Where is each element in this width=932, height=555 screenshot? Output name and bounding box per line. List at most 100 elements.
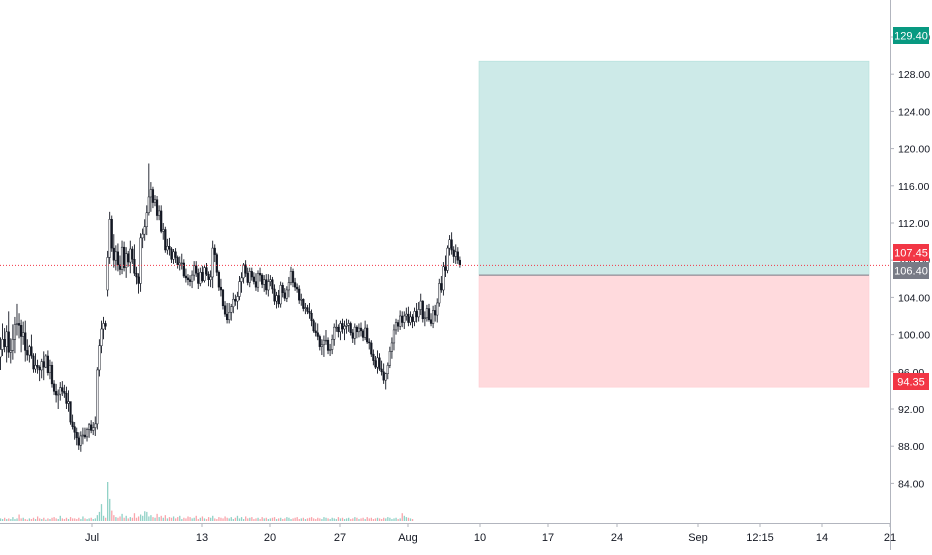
candle[interactable] <box>458 256 461 268</box>
candle[interactable] <box>184 268 188 283</box>
candle[interactable] <box>353 323 356 345</box>
candle[interactable] <box>425 304 429 322</box>
candle[interactable] <box>205 262 208 277</box>
candle[interactable] <box>123 241 126 272</box>
candle[interactable] <box>380 360 383 376</box>
candle[interactable] <box>263 275 266 292</box>
candle[interactable] <box>329 343 332 356</box>
candle[interactable] <box>221 289 225 310</box>
candle[interactable] <box>450 232 453 255</box>
candle[interactable] <box>193 261 196 281</box>
candle[interactable] <box>118 255 122 276</box>
candle[interactable] <box>48 359 52 380</box>
candle[interactable] <box>228 302 231 324</box>
candle[interactable] <box>454 244 457 264</box>
candle[interactable] <box>277 289 280 308</box>
candle[interactable] <box>312 318 315 333</box>
candle[interactable] <box>335 319 338 332</box>
candle[interactable] <box>100 320 103 354</box>
candle[interactable] <box>87 422 91 438</box>
candle[interactable] <box>160 205 163 234</box>
candle[interactable] <box>298 285 301 304</box>
candle[interactable] <box>250 267 253 281</box>
price-axis[interactable]: 84.0088.0092.0096.00100.00104.00108.0011… <box>890 32 930 490</box>
candle[interactable] <box>145 205 148 236</box>
candle[interactable] <box>337 324 340 338</box>
candle[interactable] <box>108 211 111 264</box>
candle[interactable] <box>104 320 107 330</box>
candle[interactable] <box>34 353 37 373</box>
candle[interactable] <box>331 334 334 355</box>
candle[interactable] <box>90 420 93 434</box>
candle[interactable] <box>339 320 342 341</box>
candle[interactable] <box>326 337 330 355</box>
candle[interactable] <box>188 275 192 287</box>
candle[interactable] <box>417 302 420 322</box>
candle[interactable] <box>364 320 367 341</box>
candle[interactable] <box>11 324 14 360</box>
candle[interactable] <box>131 246 134 264</box>
candle[interactable] <box>55 383 58 403</box>
candle[interactable] <box>357 323 361 338</box>
candle[interactable] <box>85 427 89 442</box>
candle[interactable] <box>211 240 214 289</box>
candle[interactable] <box>258 267 262 282</box>
candle[interactable] <box>302 298 305 312</box>
candle[interactable] <box>359 322 363 337</box>
candle[interactable] <box>324 329 328 345</box>
candle[interactable] <box>65 386 68 409</box>
candle[interactable] <box>17 313 21 339</box>
candle[interactable] <box>448 235 451 256</box>
candle[interactable] <box>271 276 274 294</box>
candle[interactable] <box>215 252 218 277</box>
candle[interactable] <box>153 195 157 207</box>
candle[interactable] <box>413 307 416 327</box>
candle[interactable] <box>390 337 393 359</box>
candle[interactable] <box>199 267 202 287</box>
candle[interactable] <box>182 259 185 278</box>
candle[interactable] <box>386 362 389 380</box>
candle[interactable] <box>52 380 56 396</box>
candle[interactable] <box>3 328 6 353</box>
candle[interactable] <box>114 245 117 271</box>
candle[interactable] <box>57 389 60 409</box>
candle[interactable] <box>207 271 210 287</box>
candle[interactable] <box>116 243 120 272</box>
candle[interactable] <box>370 340 373 357</box>
candle[interactable] <box>42 351 45 381</box>
candle[interactable] <box>442 262 445 296</box>
candle[interactable] <box>98 339 101 377</box>
candle[interactable] <box>59 382 62 401</box>
candle[interactable] <box>96 367 99 430</box>
candle[interactable] <box>168 237 171 256</box>
candle[interactable] <box>405 307 408 321</box>
candle[interactable] <box>242 262 245 284</box>
candle[interactable] <box>429 313 433 327</box>
candle[interactable] <box>427 303 431 322</box>
candle[interactable] <box>388 346 391 369</box>
candle[interactable] <box>236 291 239 310</box>
candle[interactable] <box>151 186 155 209</box>
candle[interactable] <box>28 344 31 363</box>
candle[interactable] <box>320 339 323 356</box>
candle[interactable] <box>341 318 344 334</box>
candle[interactable] <box>318 334 321 351</box>
candle[interactable] <box>106 250 109 297</box>
candle[interactable] <box>22 321 25 345</box>
candle[interactable] <box>92 422 95 436</box>
profit-zone[interactable] <box>478 60 870 276</box>
candle[interactable] <box>190 270 194 289</box>
candle[interactable] <box>304 302 307 315</box>
candle[interactable] <box>432 305 435 329</box>
candle[interactable] <box>73 422 76 440</box>
candle[interactable] <box>308 302 311 319</box>
candle[interactable] <box>261 273 264 289</box>
candle[interactable] <box>256 270 260 292</box>
candle[interactable] <box>396 319 400 332</box>
candle[interactable] <box>252 272 255 285</box>
candle[interactable] <box>13 316 17 354</box>
candle[interactable] <box>46 350 49 376</box>
candle[interactable] <box>69 401 72 425</box>
candle[interactable] <box>444 255 447 277</box>
candle[interactable] <box>38 365 41 382</box>
